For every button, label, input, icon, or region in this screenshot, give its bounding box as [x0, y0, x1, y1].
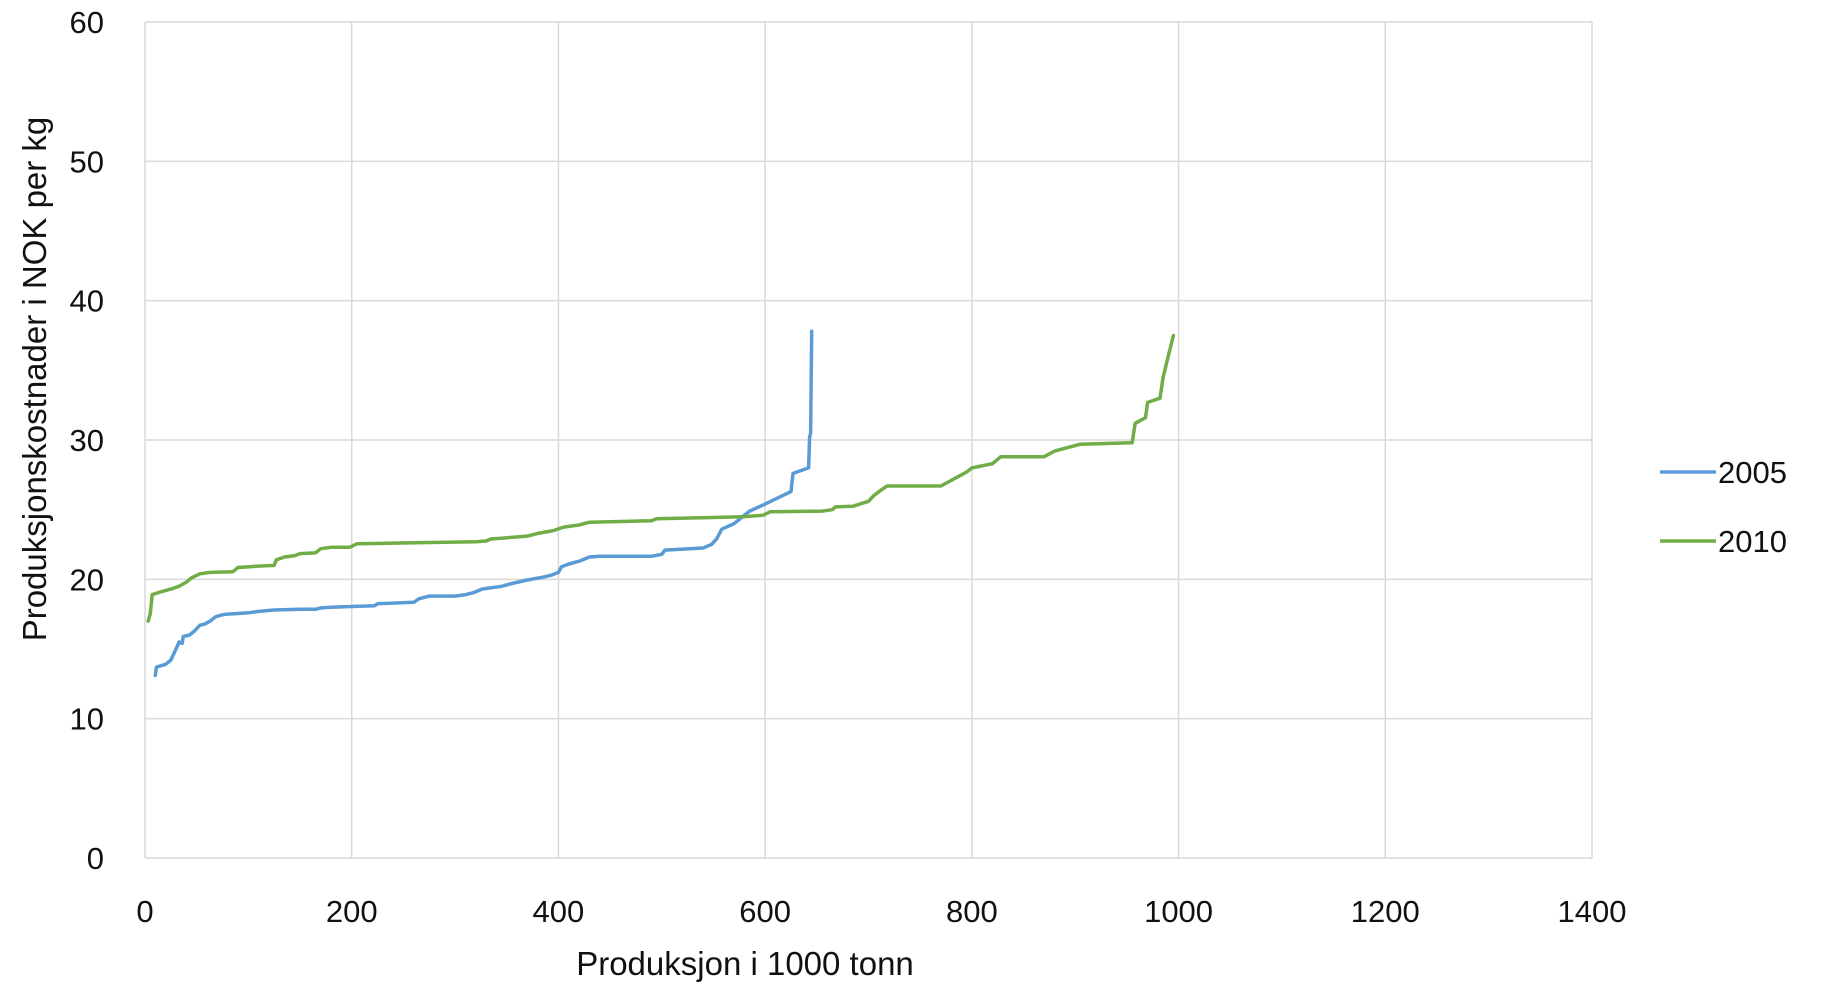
- grid-lines: [145, 21, 1593, 858]
- y-tick-labels: 0 10 20 30 40 50 60: [70, 5, 104, 876]
- legend-item-2005: 2005: [1660, 455, 1787, 490]
- y-tick-label: 20: [70, 562, 104, 597]
- x-tick-label: 1200: [1351, 894, 1420, 929]
- y-tick-label: 10: [70, 702, 104, 737]
- legend-label-2010: 2010: [1718, 524, 1787, 559]
- y-axis-label: Produksjonskostnader i NOK per kg: [16, 117, 53, 642]
- series-lines: [146, 329, 1176, 678]
- legend-item-2010: 2010: [1660, 524, 1787, 559]
- x-tick-label: 800: [946, 894, 998, 929]
- x-tick-label: 400: [533, 894, 585, 929]
- x-tick-label: 1000: [1144, 894, 1213, 929]
- series-line-2010: [146, 333, 1176, 623]
- y-tick-label: 50: [70, 144, 104, 179]
- y-tick-label: 40: [70, 284, 104, 319]
- y-tick-label: 0: [87, 841, 104, 876]
- x-tick-label: 600: [739, 894, 791, 929]
- y-tick-label: 60: [70, 5, 104, 40]
- x-tick-label: 0: [136, 894, 153, 929]
- y-tick-label: 30: [70, 423, 104, 458]
- x-tick-label: 1400: [1558, 894, 1627, 929]
- x-tick-labels: 0 200 400 600 800 1000 1200 1400: [136, 894, 1626, 929]
- x-tick-label: 200: [326, 894, 378, 929]
- series-line-2005: [153, 329, 814, 678]
- x-axis-label: Produksjon i 1000 tonn: [576, 945, 914, 982]
- legend: 2005 2010: [1660, 455, 1787, 559]
- axes: [144, 22, 1592, 859]
- legend-label-2005: 2005: [1718, 455, 1787, 490]
